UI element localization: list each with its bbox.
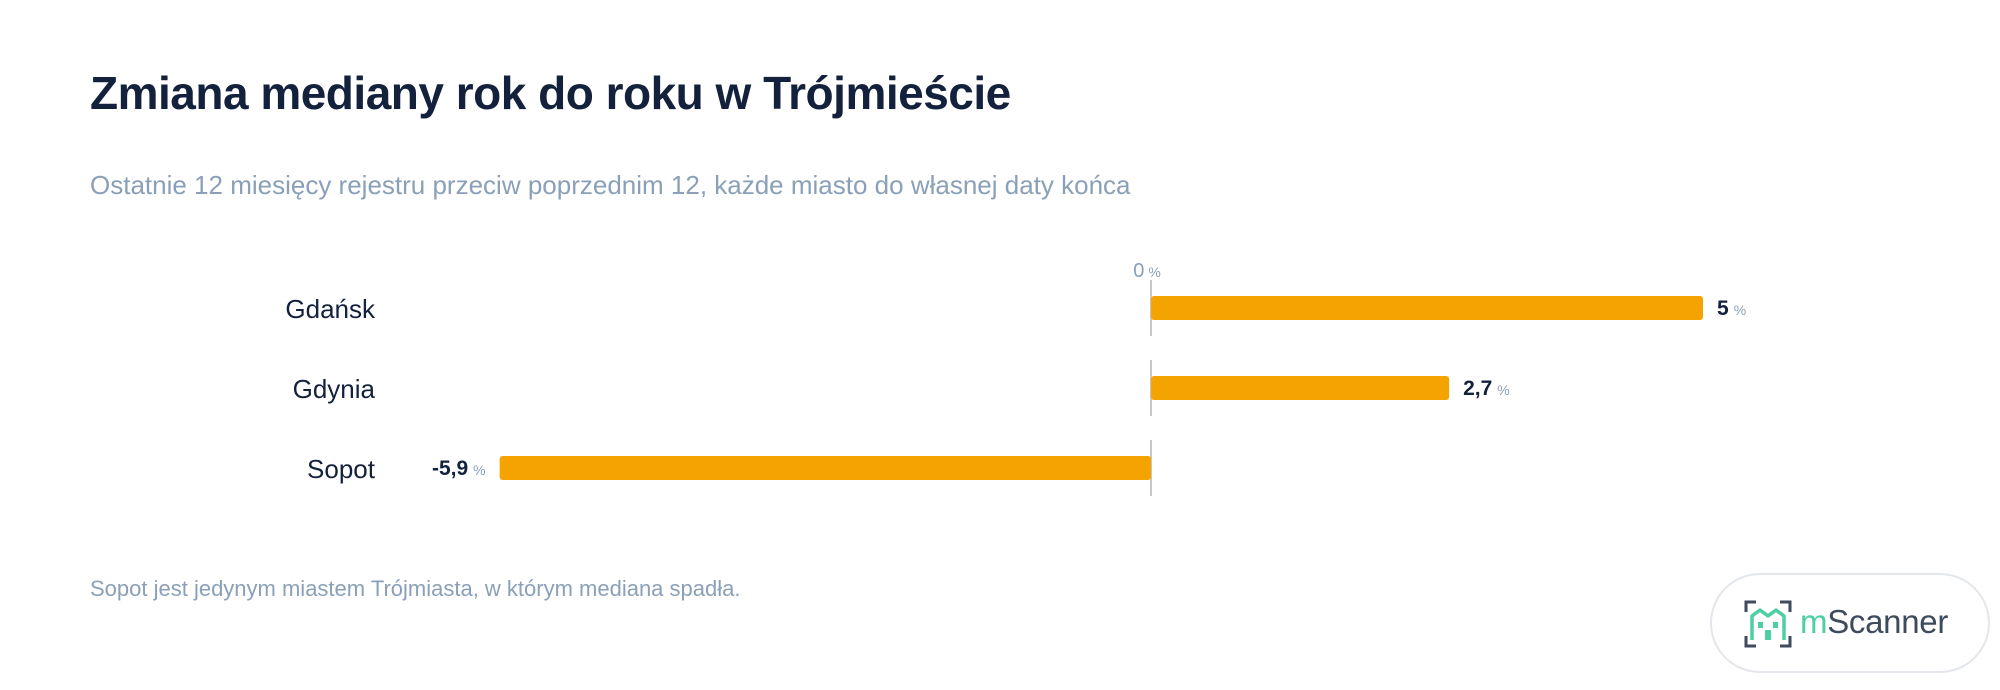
value-number-sopot: -5,9	[432, 457, 468, 480]
zero-tick-value: 0	[1133, 260, 1144, 282]
category-label-sopot: Sopot	[307, 454, 376, 484]
value-label-sopot: -5,9%	[432, 457, 486, 480]
value-unit-sopot: %	[473, 462, 485, 478]
mscanner-logo[interactable]: mScanner	[1710, 573, 1990, 673]
value-number-gdynia: 2,7	[1463, 377, 1492, 400]
value-unit-gdynia: %	[1497, 382, 1509, 398]
chart-footnote: Sopot jest jedynym miastem Trójmiasta, w…	[90, 576, 741, 601]
logo-wordmark: mScanner	[1800, 603, 1948, 641]
bar-chart: 0 % Gdańsk 5 % Gdynia 2,7 % Sopot -5,9%	[285, 260, 1746, 496]
zero-tick-label: 0%	[1133, 260, 1161, 282]
value-number-gda-sk: 5	[1717, 297, 1729, 320]
bar-gda-sk	[1151, 296, 1703, 320]
logo-rest: Scanner	[1827, 603, 1949, 640]
category-label-gdynia: Gdynia	[293, 374, 376, 404]
bar-gdynia	[1151, 376, 1450, 400]
value-label-gdynia: 2,7%	[1463, 377, 1510, 400]
bar-sopot	[499, 456, 1151, 480]
value-unit-gda-sk: %	[1734, 302, 1746, 318]
building-bracket-icon	[1744, 600, 1792, 648]
category-label-gda-sk: Gdańsk	[285, 294, 376, 324]
chart-subtitle: Ostatnie 12 miesięcy rejestru przeciw po…	[90, 170, 1131, 200]
logo-prefix: m	[1800, 603, 1828, 640]
chart-title: Zmiana mediany rok do roku w Trójmieście	[90, 67, 1011, 119]
value-label-gda-sk: 5%	[1717, 297, 1746, 320]
zero-tick-unit: %	[1148, 264, 1160, 280]
